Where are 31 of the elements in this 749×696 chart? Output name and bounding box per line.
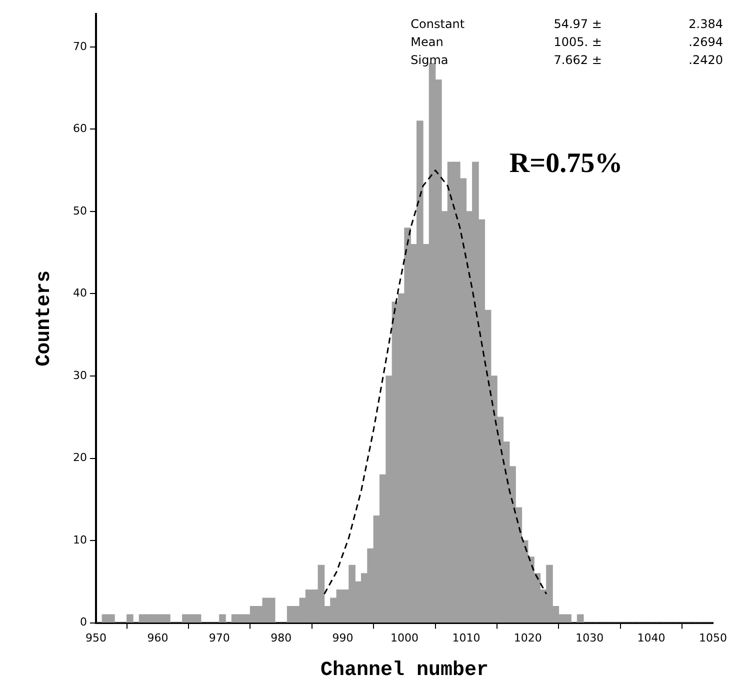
y-tick-label: 50 <box>72 204 87 218</box>
y-tick-label: 60 <box>72 122 87 136</box>
x-tick-label: 1020 <box>514 631 542 644</box>
x-tick-label: 1010 <box>452 631 480 644</box>
annotation: 54.97 ± <box>554 17 602 32</box>
y-tick-label: 20 <box>72 451 87 464</box>
x-tick-label: 950 <box>85 631 106 644</box>
x-tick-label: 960 <box>147 631 168 644</box>
annotation: .2420 <box>688 53 723 68</box>
annotation: R=0.75% <box>509 148 623 180</box>
annotation: 7.662 ± <box>554 53 602 68</box>
x-tick-label: 1000 <box>390 631 418 644</box>
y-tick-label: 30 <box>72 368 87 382</box>
annotation: .2694 <box>688 35 723 50</box>
y-axis-title: Counters <box>33 270 56 366</box>
x-tick-label: 970 <box>208 631 230 644</box>
x-tick-label: 980 <box>270 631 292 644</box>
y-tick-label: 0 <box>80 616 87 629</box>
annotation: 2.384 <box>688 17 723 32</box>
x-axis-title: Channel number <box>320 659 489 682</box>
y-tick-label: 70 <box>72 40 87 53</box>
y-tick-label: 40 <box>72 286 87 300</box>
annotation: Sigma <box>410 53 448 68</box>
x-tick-label: 1030 <box>576 631 604 644</box>
annotation: Mean <box>410 35 444 50</box>
x-tick-label: 990 <box>332 631 354 644</box>
x-tick-label: 1040 <box>637 631 666 644</box>
annotation: 1005. ± <box>554 35 602 50</box>
y-tick-label: 10 <box>72 533 87 546</box>
x-tick-label: 1050 <box>699 631 727 644</box>
annotation: Constant <box>410 17 465 32</box>
